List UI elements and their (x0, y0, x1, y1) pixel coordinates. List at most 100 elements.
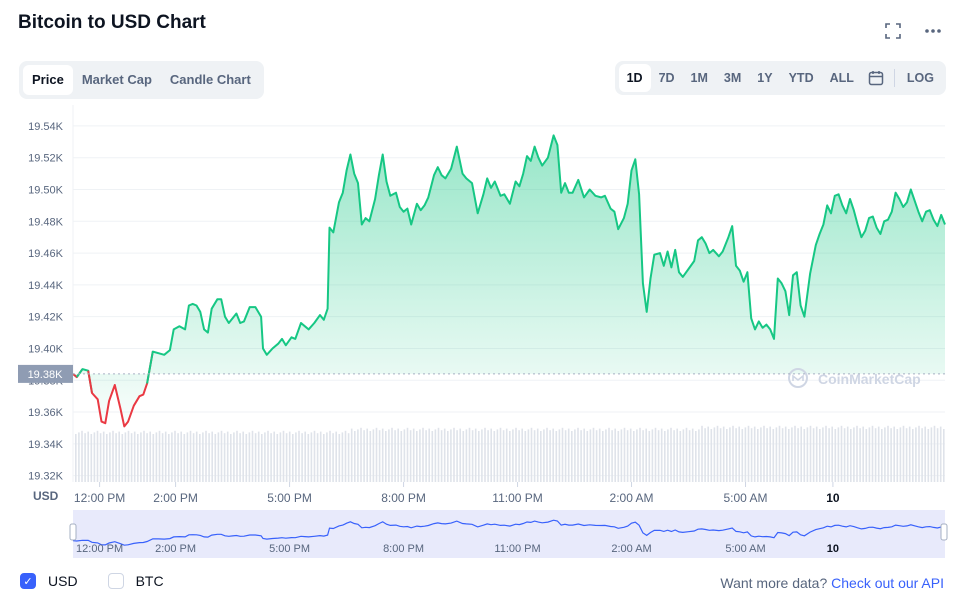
volume-bar (871, 425, 874, 482)
tab-market-cap[interactable]: Market Cap (81, 72, 152, 87)
volume-bar (846, 426, 849, 482)
y-tick-label: 19.48K (28, 216, 64, 228)
volume-bar (335, 431, 337, 482)
volume-bar (629, 428, 632, 482)
range-ytd[interactable]: YTD (788, 71, 814, 85)
y-tick-label: 19.36K (28, 407, 64, 419)
volume-bar (381, 428, 384, 482)
volume-bar (326, 432, 328, 482)
volume-bar (921, 428, 923, 482)
watermark-text: CoinMarketCap (818, 371, 921, 387)
volume-bar (939, 426, 942, 482)
volume-bar (571, 431, 573, 482)
range-3m[interactable]: 3M (723, 71, 742, 85)
volume-bar (936, 428, 939, 482)
volume-bar (738, 426, 740, 482)
volume-bar (555, 431, 558, 482)
volume-bar (183, 434, 186, 482)
volume-bar (614, 428, 616, 482)
price-area-fill (73, 135, 945, 427)
usd-toggle[interactable]: ✓ USD (20, 573, 78, 589)
volume-bar (763, 425, 765, 482)
volume-bar (146, 433, 148, 482)
navigator-left-handle[interactable] (69, 523, 77, 541)
btc-toggle[interactable]: BTC (107, 573, 164, 589)
volume-bar (890, 428, 892, 482)
volume-bar (530, 427, 533, 482)
volume-bar (651, 429, 654, 482)
tab-candle-chart[interactable]: Candle Chart (169, 72, 251, 87)
volume-bar (369, 431, 372, 482)
volume-bar (797, 428, 799, 482)
volume-bar (713, 427, 716, 482)
volume-bar (357, 429, 359, 482)
calendar-icon[interactable] (862, 64, 890, 92)
range-all[interactable]: ALL (829, 71, 854, 85)
volume-bar (90, 434, 93, 482)
volume-bar (800, 426, 802, 482)
volume-bar (598, 428, 601, 482)
volume-bar (397, 428, 399, 482)
volume-bar (691, 428, 694, 482)
volume-bar (726, 429, 728, 482)
y-tick-label: 19.34K (28, 439, 64, 451)
volume-bar (757, 429, 759, 482)
navigator-tick-label: 5:00 PM (269, 543, 310, 555)
btc-checkbox[interactable] (107, 573, 124, 589)
range-7d[interactable]: 7D (658, 71, 675, 85)
volume-bar (437, 427, 440, 482)
volume-bar (406, 427, 409, 482)
volume-bar (493, 431, 496, 482)
volume-bar (602, 431, 604, 482)
volume-bar (99, 433, 102, 482)
y-tick-label: 19.32K (28, 471, 64, 483)
price-line-down (87, 351, 154, 428)
tab-price[interactable]: Price (23, 65, 73, 95)
volume-bar (744, 427, 747, 482)
volume-bar (583, 428, 585, 482)
volume-bar (781, 428, 784, 482)
volume-bar (710, 429, 713, 482)
range-navigator[interactable]: 12:00 PM 2:00 PM 5:00 PM 8:00 PM 11:00 PM 2:0… (69, 510, 948, 558)
navigator-right-handle[interactable] (940, 523, 948, 541)
currency-legend: ✓ USD BTC (20, 573, 184, 589)
y-tick-label: 19.40K (28, 343, 64, 355)
usd-checkbox[interactable]: ✓ (20, 573, 36, 589)
volume-bar (788, 429, 790, 482)
volume-bar (344, 430, 347, 482)
volume-bar (292, 434, 294, 482)
volume-bar (648, 431, 651, 482)
range-1m[interactable]: 1M (690, 71, 708, 85)
volume-bar (536, 428, 539, 482)
volume-bar (868, 427, 871, 482)
volume-bar (257, 431, 260, 482)
volume-bar (564, 430, 567, 482)
volume-bar (313, 430, 316, 482)
volume-bar (462, 431, 465, 482)
more-options-icon[interactable] (922, 20, 944, 42)
volume-bar (394, 430, 396, 482)
volume-bar (654, 427, 657, 482)
y-tick-label: 19.46K (28, 248, 64, 260)
volume-bar (189, 430, 192, 482)
api-link[interactable]: Check out our API (831, 575, 944, 591)
log-scale-toggle[interactable]: LOG (906, 71, 934, 85)
volume-bar (180, 431, 182, 482)
volume-bar (704, 428, 706, 482)
volume-bar (248, 432, 251, 482)
volume-bar (168, 434, 170, 482)
range-1y[interactable]: 1Y (757, 71, 773, 85)
volume-bar (729, 427, 731, 482)
volume-bar (474, 428, 477, 482)
fullscreen-icon[interactable] (882, 20, 904, 42)
x-tick-label: 10 (826, 491, 840, 505)
volume-bar (149, 431, 151, 482)
range-1d[interactable]: 1D (618, 64, 651, 92)
volume-bar (152, 434, 155, 482)
volume-bar (338, 434, 341, 482)
volume-bar (636, 429, 638, 482)
volume-bar (670, 427, 672, 482)
volume-bar (140, 432, 142, 482)
volume-bar (815, 426, 818, 482)
